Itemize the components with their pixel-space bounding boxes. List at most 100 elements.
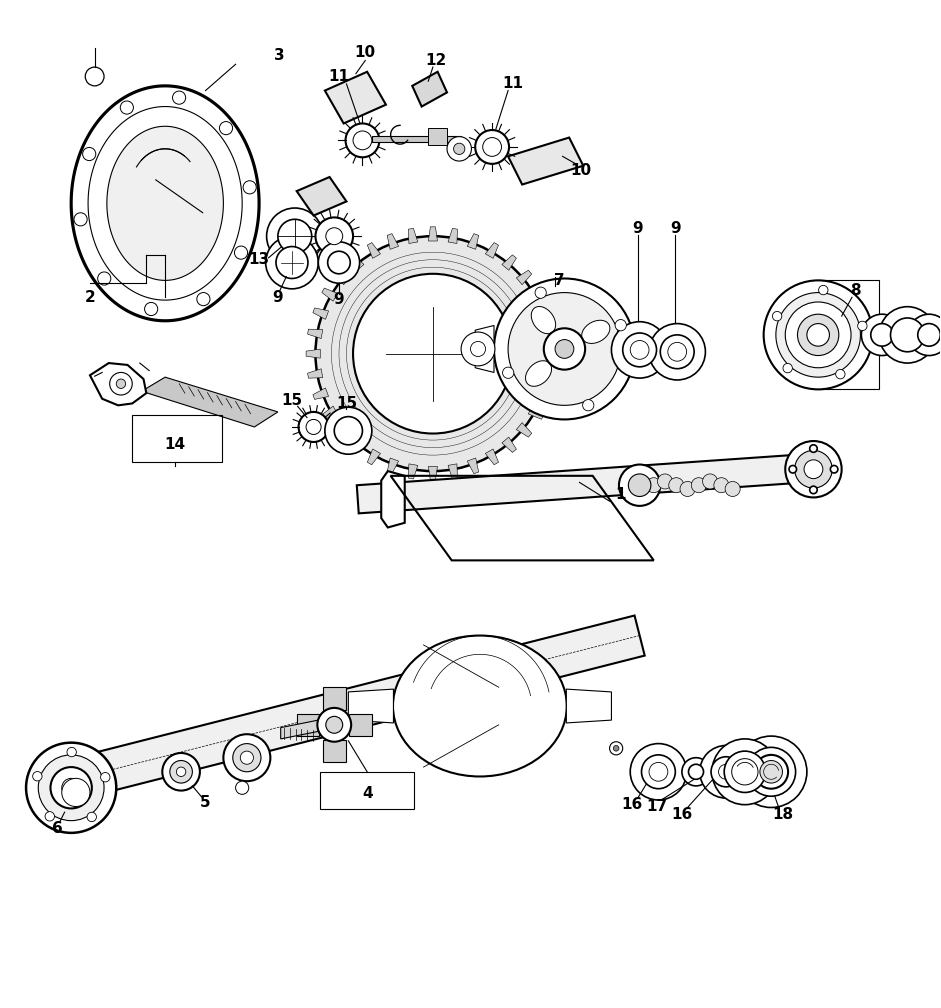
Polygon shape	[280, 720, 318, 739]
Circle shape	[232, 744, 261, 772]
Polygon shape	[502, 437, 517, 453]
Circle shape	[642, 755, 676, 788]
Circle shape	[797, 314, 838, 356]
Polygon shape	[508, 137, 583, 184]
Circle shape	[680, 482, 695, 497]
Polygon shape	[486, 243, 499, 258]
Polygon shape	[546, 349, 560, 358]
Circle shape	[51, 767, 92, 808]
Circle shape	[669, 478, 684, 493]
Circle shape	[870, 324, 893, 346]
Circle shape	[689, 764, 704, 779]
Circle shape	[306, 419, 321, 434]
Circle shape	[318, 242, 359, 283]
Ellipse shape	[582, 321, 610, 344]
Circle shape	[732, 759, 758, 785]
Circle shape	[714, 478, 729, 493]
Polygon shape	[325, 72, 386, 123]
Circle shape	[278, 220, 311, 253]
Circle shape	[703, 474, 718, 489]
Text: 14: 14	[164, 437, 185, 453]
Circle shape	[789, 466, 796, 473]
Polygon shape	[90, 363, 147, 405]
Circle shape	[661, 335, 694, 369]
Circle shape	[544, 329, 585, 370]
Ellipse shape	[532, 306, 555, 334]
Text: 9: 9	[334, 291, 344, 306]
Polygon shape	[543, 369, 558, 378]
Polygon shape	[448, 464, 457, 479]
Polygon shape	[486, 449, 499, 465]
Circle shape	[483, 137, 502, 156]
Polygon shape	[566, 689, 612, 723]
Polygon shape	[88, 107, 242, 300]
Polygon shape	[528, 288, 544, 301]
Circle shape	[615, 320, 627, 331]
Circle shape	[719, 764, 734, 779]
Circle shape	[39, 755, 104, 821]
Circle shape	[582, 399, 594, 411]
Circle shape	[169, 760, 192, 783]
Polygon shape	[72, 86, 259, 321]
Circle shape	[117, 379, 126, 388]
Circle shape	[353, 131, 372, 150]
Text: 16: 16	[671, 806, 693, 822]
Circle shape	[806, 324, 829, 346]
Circle shape	[682, 758, 710, 786]
Polygon shape	[468, 234, 479, 249]
Circle shape	[345, 123, 379, 157]
Polygon shape	[387, 234, 399, 249]
Circle shape	[630, 744, 687, 800]
Polygon shape	[357, 453, 833, 513]
Circle shape	[315, 236, 550, 471]
Circle shape	[668, 343, 687, 361]
Polygon shape	[816, 280, 879, 389]
Polygon shape	[349, 255, 364, 270]
Circle shape	[711, 757, 742, 787]
Circle shape	[623, 333, 657, 367]
Circle shape	[794, 451, 832, 488]
Circle shape	[74, 213, 88, 226]
Polygon shape	[334, 422, 349, 437]
Circle shape	[830, 466, 837, 473]
Polygon shape	[308, 369, 323, 378]
Text: 16: 16	[621, 797, 643, 812]
Circle shape	[610, 742, 623, 755]
Polygon shape	[543, 330, 558, 339]
Circle shape	[461, 332, 495, 366]
Polygon shape	[348, 689, 393, 723]
Text: 15: 15	[336, 396, 357, 411]
Circle shape	[508, 292, 621, 405]
Circle shape	[162, 753, 199, 790]
Circle shape	[120, 101, 134, 114]
Ellipse shape	[393, 636, 566, 776]
Circle shape	[629, 474, 651, 497]
Circle shape	[861, 314, 902, 356]
Circle shape	[223, 734, 270, 781]
Polygon shape	[408, 229, 418, 244]
Circle shape	[240, 751, 253, 764]
Circle shape	[736, 736, 806, 807]
Text: 18: 18	[772, 806, 793, 822]
Circle shape	[235, 781, 248, 794]
Circle shape	[98, 272, 111, 285]
Polygon shape	[296, 177, 346, 216]
Polygon shape	[428, 467, 438, 481]
Circle shape	[764, 280, 872, 389]
Circle shape	[535, 287, 547, 298]
Circle shape	[786, 442, 841, 497]
Polygon shape	[428, 128, 447, 145]
Circle shape	[612, 322, 668, 378]
Polygon shape	[312, 388, 328, 399]
Circle shape	[908, 314, 941, 356]
Circle shape	[773, 311, 782, 321]
Circle shape	[475, 130, 509, 164]
Polygon shape	[308, 330, 323, 339]
Circle shape	[327, 251, 350, 274]
Polygon shape	[107, 126, 223, 280]
Text: 3: 3	[275, 48, 285, 64]
Circle shape	[630, 341, 649, 359]
Bar	[296, 714, 319, 736]
Polygon shape	[428, 227, 438, 241]
Circle shape	[101, 772, 110, 782]
